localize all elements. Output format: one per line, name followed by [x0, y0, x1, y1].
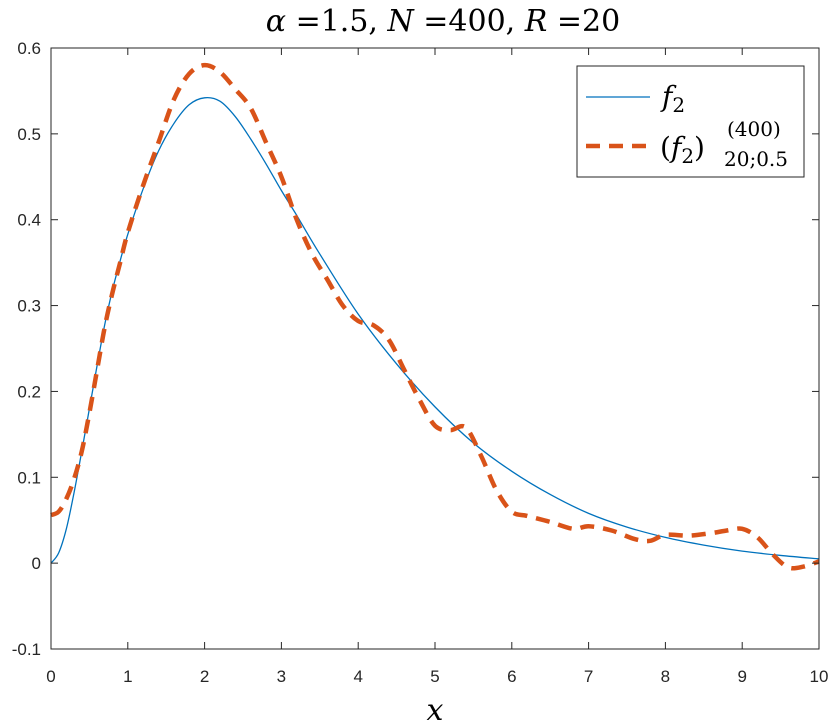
x-tick-label: 9: [737, 667, 746, 686]
y-tick-label: 0.3: [17, 297, 41, 316]
legend-label-approx-sub: 20;0.5: [724, 147, 788, 171]
series-line-approx: [50, 62, 820, 571]
legend-label-f2: f2: [660, 80, 685, 117]
series-line-f2: [50, 96, 820, 564]
y-axis: -0.1 0 0.1 0.2 0.3 0.4 0.5 0.6: [12, 39, 819, 659]
x-tick-label: 5: [430, 667, 439, 686]
y-tick-label: 0.4: [17, 211, 41, 230]
y-tick-label: 0.5: [17, 125, 41, 144]
x-tick-label: 8: [661, 667, 670, 686]
x-axis: 0 1 2 3 4 5 6 7 8 9 10: [46, 48, 828, 686]
x-tick-label: 10: [810, 667, 829, 686]
legend: f2 (f2) (400) 20;0.5: [576, 65, 805, 178]
chart-title: α =1.5, N =400, R =20: [266, 4, 620, 39]
x-tick-label: 6: [507, 667, 516, 686]
x-axis-label: x: [427, 693, 444, 724]
y-tick-label: 0.1: [17, 468, 41, 487]
x-tick-label: 7: [584, 667, 593, 686]
x-tick-label: 4: [353, 667, 362, 686]
legend-label-approx-sup: (400): [727, 117, 781, 141]
x-tick-label: 2: [200, 667, 209, 686]
y-tick-label: 0: [32, 554, 41, 573]
y-tick-label: 0.2: [17, 382, 41, 401]
x-tick-label: 3: [277, 667, 286, 686]
y-tick-label: -0.1: [12, 640, 41, 659]
x-tick-label: 1: [123, 667, 132, 686]
x-tick-label: 0: [46, 667, 55, 686]
series-layer: [50, 62, 820, 571]
y-tick-label: 0.6: [17, 39, 41, 58]
legend-box: [576, 65, 805, 178]
